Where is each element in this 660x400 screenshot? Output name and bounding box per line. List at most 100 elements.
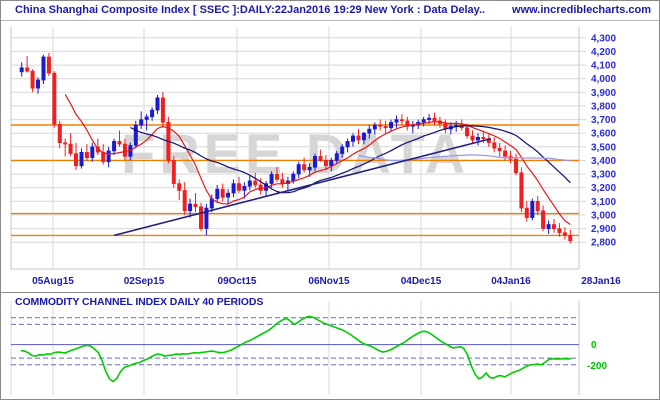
candle-body[interactable] [242, 186, 247, 191]
candle-body[interactable] [112, 141, 117, 152]
candle-body[interactable] [546, 224, 551, 229]
candle-body[interactable] [231, 183, 236, 194]
candle-body[interactable] [139, 119, 144, 126]
candle-body[interactable] [90, 146, 95, 159]
price-chart-svg[interactable]: FREE DATA4,3004,2004,1004,0003,9003,8003… [1, 21, 659, 291]
candle-body[interactable] [84, 152, 89, 159]
candle-body[interactable] [427, 117, 432, 120]
candle-body[interactable] [188, 203, 193, 212]
price-axis-label: 3,700 [591, 115, 616, 126]
candle-body[interactable] [296, 164, 301, 175]
candle-body[interactable] [25, 67, 30, 72]
candle-body[interactable] [356, 135, 361, 141]
candle-body[interactable] [312, 156, 317, 168]
candle-body[interactable] [519, 172, 524, 209]
candle-body[interactable] [378, 124, 383, 127]
candle-body[interactable] [68, 143, 73, 154]
candle-body[interactable] [383, 126, 388, 129]
candle-body[interactable] [367, 128, 372, 134]
candle-body[interactable] [497, 147, 502, 152]
cci-chart-svg[interactable]: 0 -200 [1, 293, 659, 399]
candle-body[interactable] [226, 192, 231, 198]
candle-body[interactable] [74, 153, 79, 167]
candle-body[interactable] [57, 124, 62, 144]
candle-body[interactable] [530, 201, 535, 218]
cci-line[interactable] [20, 315, 572, 383]
candle-body[interactable] [562, 232, 567, 236]
candle-body[interactable] [389, 122, 394, 129]
candle-body[interactable] [372, 124, 377, 130]
candle-body[interactable] [475, 137, 480, 141]
candle-body[interactable] [340, 146, 345, 154]
candle-body[interactable] [199, 206, 204, 229]
candle-body[interactable] [79, 152, 84, 167]
candle-body[interactable] [323, 160, 328, 167]
price-chart-panel[interactable]: FREE DATA 4,300 4,200 4,100 4,000 3,900 3,800 3… [1, 21, 659, 291]
candle-body[interactable] [524, 207, 529, 218]
candle-body[interactable] [361, 132, 366, 141]
candle-body[interactable] [557, 228, 562, 234]
price-axis-label: 3,200 [591, 183, 616, 194]
candle-body[interactable] [291, 173, 296, 182]
candle-body[interactable] [350, 135, 355, 142]
candle-body[interactable] [52, 72, 57, 125]
candle-body[interactable] [204, 207, 209, 229]
candle-body[interactable] [394, 119, 399, 123]
candle-body[interactable] [182, 190, 187, 212]
candle-body[interactable] [334, 153, 339, 161]
candle-body[interactable] [253, 180, 258, 186]
candle-body[interactable] [329, 160, 334, 167]
candle-body[interactable] [220, 188, 225, 198]
candle-body[interactable] [171, 160, 176, 184]
candle-body[interactable] [41, 56, 46, 81]
price-axis-label: 4,300 [591, 33, 616, 44]
candle-body[interactable] [160, 97, 165, 123]
candle-body[interactable] [405, 120, 410, 127]
candle-body[interactable] [19, 67, 24, 73]
candle-body[interactable] [269, 173, 274, 184]
candle-body[interactable] [432, 117, 437, 122]
candle-body[interactable] [274, 173, 279, 180]
candle-body[interactable] [503, 150, 508, 157]
candle-body[interactable] [318, 156, 323, 161]
candle-body[interactable] [302, 164, 307, 171]
candle-body[interactable] [399, 119, 404, 122]
candle-body[interactable] [215, 188, 220, 199]
candle-body[interactable] [155, 97, 160, 111]
candle-body[interactable] [481, 137, 486, 140]
candle-body[interactable] [535, 201, 540, 212]
candle-body[interactable] [568, 235, 573, 242]
candle-body[interactable] [133, 124, 138, 146]
candle-body[interactable] [117, 141, 122, 145]
candle-body[interactable] [513, 158, 518, 174]
candle-body[interactable] [345, 141, 350, 148]
date-axis-label: 02Sep15 [124, 276, 165, 287]
price-axis-label: 4,000 [591, 74, 616, 85]
candle-body[interactable] [541, 210, 546, 229]
candle-body[interactable] [30, 70, 35, 89]
candle-body[interactable] [46, 56, 51, 74]
candle-body[interactable] [193, 203, 198, 208]
candle-body[interactable] [237, 183, 242, 191]
page-title: China Shanghai Composite Index [ SSEC ]:… [15, 4, 486, 16]
price-axis-label: 3,000 [591, 210, 616, 221]
candle-body[interactable] [307, 167, 312, 171]
candle-body[interactable] [465, 127, 470, 137]
candle-body[interactable] [470, 135, 475, 141]
candle-body[interactable] [144, 116, 149, 120]
price-axis-label: 3,600 [591, 129, 616, 140]
candle-body[interactable] [122, 143, 127, 157]
candle-body[interactable] [177, 183, 182, 191]
candle-body[interactable] [421, 119, 426, 123]
brand-link[interactable]: www.incrediblecharts.com [512, 4, 651, 16]
candle-body[interactable] [150, 109, 155, 118]
candle-body[interactable] [106, 150, 111, 163]
cci-indicator-panel[interactable]: COMMODITY CHANNEL INDEX DAILY 40 PERIODS… [1, 292, 659, 399]
candle-body[interactable] [35, 79, 40, 89]
date-axis-label: 28Jan16 [581, 276, 621, 287]
candle-body[interactable] [551, 224, 556, 229]
candle-body[interactable] [63, 142, 68, 145]
candle-body[interactable] [492, 142, 497, 149]
candle-body[interactable] [247, 180, 252, 187]
trendline[interactable] [113, 137, 492, 237]
